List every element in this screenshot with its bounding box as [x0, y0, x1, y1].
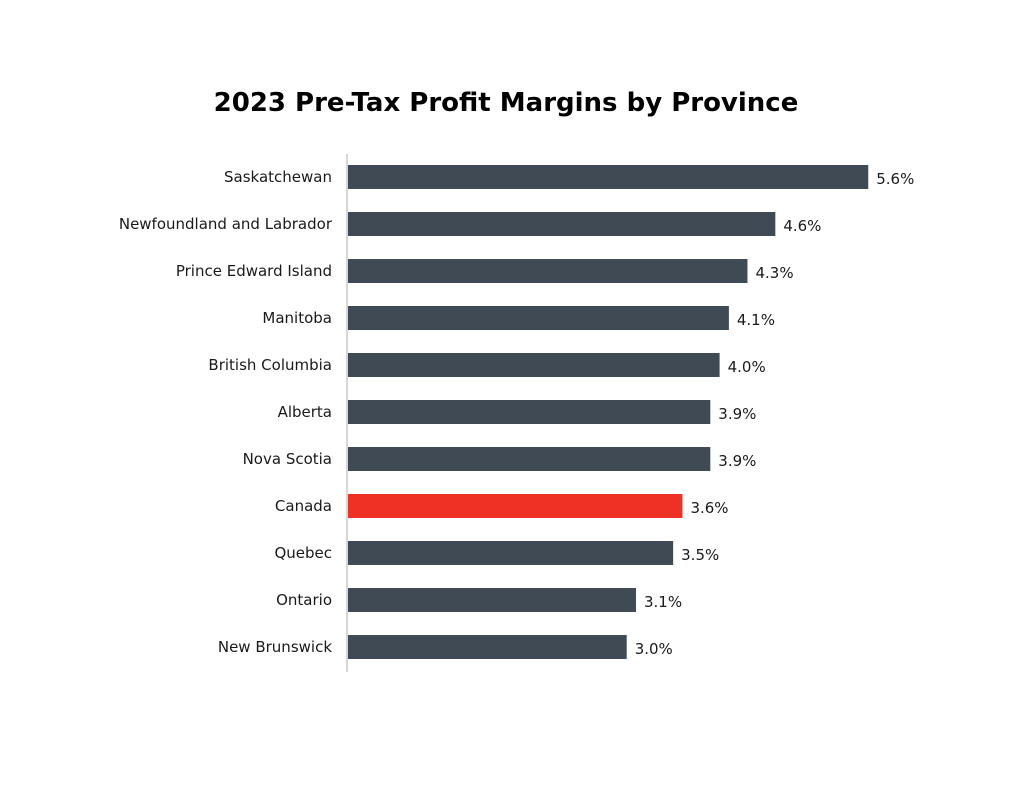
value-label-canada: 3.6% — [690, 499, 728, 517]
value-label-newfoundland-and-labrador: 4.6% — [783, 217, 821, 235]
bar-new-brunswick — [348, 635, 627, 659]
category-label-quebec: Quebec — [274, 544, 332, 562]
value-labels-group: 5.6% 4.6% 4.3% 4.1% 4.0% 3.9% 3.9% 3.6% 3.5% 3.1%… — [635, 170, 915, 658]
category-label-nova-scotia: Nova Scotia — [243, 450, 332, 468]
value-label-alberta: 3.9% — [718, 405, 756, 423]
bar-nova-scotia — [348, 447, 711, 471]
value-label-manitoba: 4.1% — [737, 311, 775, 329]
value-label-new-brunswick: 3.0% — [635, 640, 673, 658]
category-label-ontario: Ontario — [276, 591, 332, 609]
bar-newfoundland-and-labrador — [348, 212, 776, 236]
bar-british-columbia — [348, 353, 720, 377]
value-label-saskatchewan: 5.6% — [876, 170, 914, 188]
category-label-prince-edward-island: Prince Edward Island — [176, 262, 332, 280]
value-label-british-columbia: 4.0% — [728, 358, 766, 376]
category-label-saskatchewan: Saskatchewan — [224, 168, 332, 186]
bars-group — [348, 165, 869, 659]
bar-quebec — [348, 541, 674, 565]
value-label-prince-edward-island: 4.3% — [755, 264, 793, 282]
value-label-nova-scotia: 3.9% — [718, 452, 756, 470]
bar-prince-edward-island — [348, 259, 748, 283]
category-label-new-brunswick: New Brunswick — [218, 638, 332, 656]
bar-canada — [348, 494, 683, 518]
category-label-canada: Canada — [275, 497, 332, 515]
category-label-newfoundland-and-labrador: Newfoundland and Labrador — [119, 215, 333, 233]
bar-saskatchewan — [348, 165, 869, 189]
value-label-ontario: 3.1% — [644, 593, 682, 611]
category-label-british-columbia: British Columbia — [208, 356, 332, 374]
value-label-quebec: 3.5% — [681, 546, 719, 564]
bar-ontario — [348, 588, 636, 612]
bar-manitoba — [348, 306, 729, 330]
category-label-manitoba: Manitoba — [262, 309, 332, 327]
chart-title: 2023 Pre-Tax Profit Margins by Province — [213, 88, 799, 118]
category-label-alberta: Alberta — [278, 403, 332, 421]
category-labels-group: Saskatchewan Newfoundland and Labrador Pri… — [119, 168, 333, 656]
bar-alberta — [348, 400, 711, 424]
